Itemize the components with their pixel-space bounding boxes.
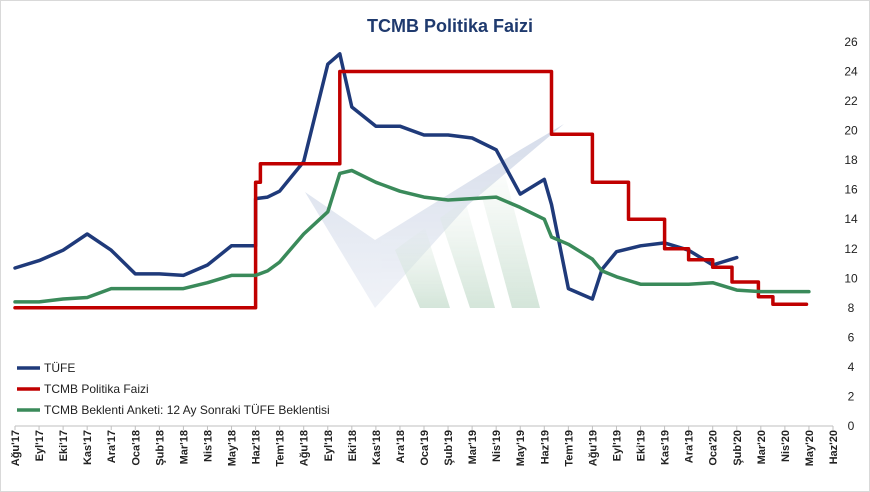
x-tick-label: Nis'18 bbox=[202, 430, 214, 462]
x-tick-label: Haz'19 bbox=[539, 430, 551, 464]
series-line-tcmb-beklenti-anketi-12-ay-sonraki-tu-fe-beklentisi bbox=[13, 168, 811, 304]
y-tick-label: 4 bbox=[848, 360, 855, 374]
y-tick-label: 8 bbox=[848, 301, 855, 315]
legend-item-policy-rate: TCMB Politika Faizi bbox=[17, 382, 149, 396]
y-tick-label: 2 bbox=[848, 389, 855, 403]
y-tick-label: 24 bbox=[844, 65, 858, 79]
x-tick-label: Eyl'19 bbox=[611, 430, 623, 461]
legend-label-expectation: TCMB Beklenti Anketi: 12 Ay Sonraki TÜFE… bbox=[44, 403, 330, 417]
x-tick-label: Şub'18 bbox=[154, 430, 166, 466]
y-tick-label: 14 bbox=[844, 212, 858, 226]
x-tick-label: Mar'20 bbox=[756, 430, 768, 464]
y-tick-label: 10 bbox=[844, 271, 858, 285]
y-tick-label: 12 bbox=[844, 242, 858, 256]
x-tick-label: Mar'19 bbox=[467, 430, 479, 464]
x-tick-label: Ağu'19 bbox=[587, 430, 599, 466]
x-tick-label: Oca'20 bbox=[708, 430, 720, 466]
legend-label-policy-rate: TCMB Politika Faizi bbox=[44, 382, 149, 396]
legend-item-expectation: TCMB Beklenti Anketi: 12 Ay Sonraki TÜFE… bbox=[17, 403, 330, 417]
x-tick-label: Kas'19 bbox=[660, 430, 672, 465]
series-line-tcmb-politika-faizi bbox=[13, 69, 809, 310]
y-tick-label: 22 bbox=[844, 94, 858, 108]
x-tick-label: May'20 bbox=[804, 430, 816, 466]
x-tick-label: Şub'20 bbox=[732, 430, 744, 466]
x-tick-label: May'19 bbox=[515, 430, 527, 466]
y-tick-label: 16 bbox=[844, 183, 858, 197]
x-tick-label: Şub'19 bbox=[443, 430, 455, 466]
x-tick-label: Eki'17 bbox=[58, 430, 70, 461]
x-tick-label: Tem'18 bbox=[275, 430, 287, 467]
x-tick-label: Mar'18 bbox=[178, 430, 190, 464]
x-tick-label: Kas'18 bbox=[371, 430, 383, 465]
y-tick-label: 26 bbox=[844, 35, 858, 49]
x-tick-label: Eki'18 bbox=[347, 430, 359, 461]
x-tick-label: Ağu'17 bbox=[10, 430, 22, 466]
x-axis: Ağu'17 Eyl'17 Eki'17 Kas'17 Ara'17 Oca'18 Şub'… bbox=[10, 425, 840, 467]
x-tick-label: Tem'19 bbox=[563, 430, 575, 467]
x-tick-label: Haz'18 bbox=[251, 430, 263, 464]
x-tick-label: Eyl'18 bbox=[323, 430, 335, 461]
x-tick-label: Ara'19 bbox=[684, 430, 696, 463]
y-tick-label: 20 bbox=[844, 124, 858, 138]
series-line-tu-fe bbox=[13, 52, 739, 301]
x-tick-label: Kas'17 bbox=[82, 430, 94, 465]
legend-item-tufe: TÜFE bbox=[17, 361, 75, 375]
x-tick-label: Haz'20 bbox=[828, 430, 840, 464]
legend: TÜFE TCMB Politika Faizi TCMB Beklenti A… bbox=[17, 361, 330, 417]
x-tick-label: Oca'18 bbox=[130, 430, 142, 466]
chart-title: TCMB Politika Faizi bbox=[367, 16, 533, 36]
x-tick-label: Nis'20 bbox=[780, 430, 792, 462]
x-tick-label: Eki'19 bbox=[636, 430, 648, 461]
y-tick-label: 18 bbox=[844, 153, 858, 167]
x-tick-label: Ara'17 bbox=[106, 430, 118, 463]
watermark-logo bbox=[305, 124, 564, 308]
x-tick-label: Oca'19 bbox=[419, 430, 431, 466]
x-tick-label: May'18 bbox=[227, 430, 239, 466]
legend-label-tufe: TÜFE bbox=[44, 361, 75, 375]
series-layer bbox=[13, 52, 811, 310]
x-tick-label: Eyl'17 bbox=[34, 430, 46, 461]
y-tick-label: 0 bbox=[848, 419, 855, 433]
x-tick-label: Ağu'18 bbox=[299, 430, 311, 466]
y-tick-label: 6 bbox=[848, 330, 855, 344]
x-tick-label: Ara'18 bbox=[395, 430, 407, 463]
x-tick-label: Nis'19 bbox=[491, 430, 503, 462]
